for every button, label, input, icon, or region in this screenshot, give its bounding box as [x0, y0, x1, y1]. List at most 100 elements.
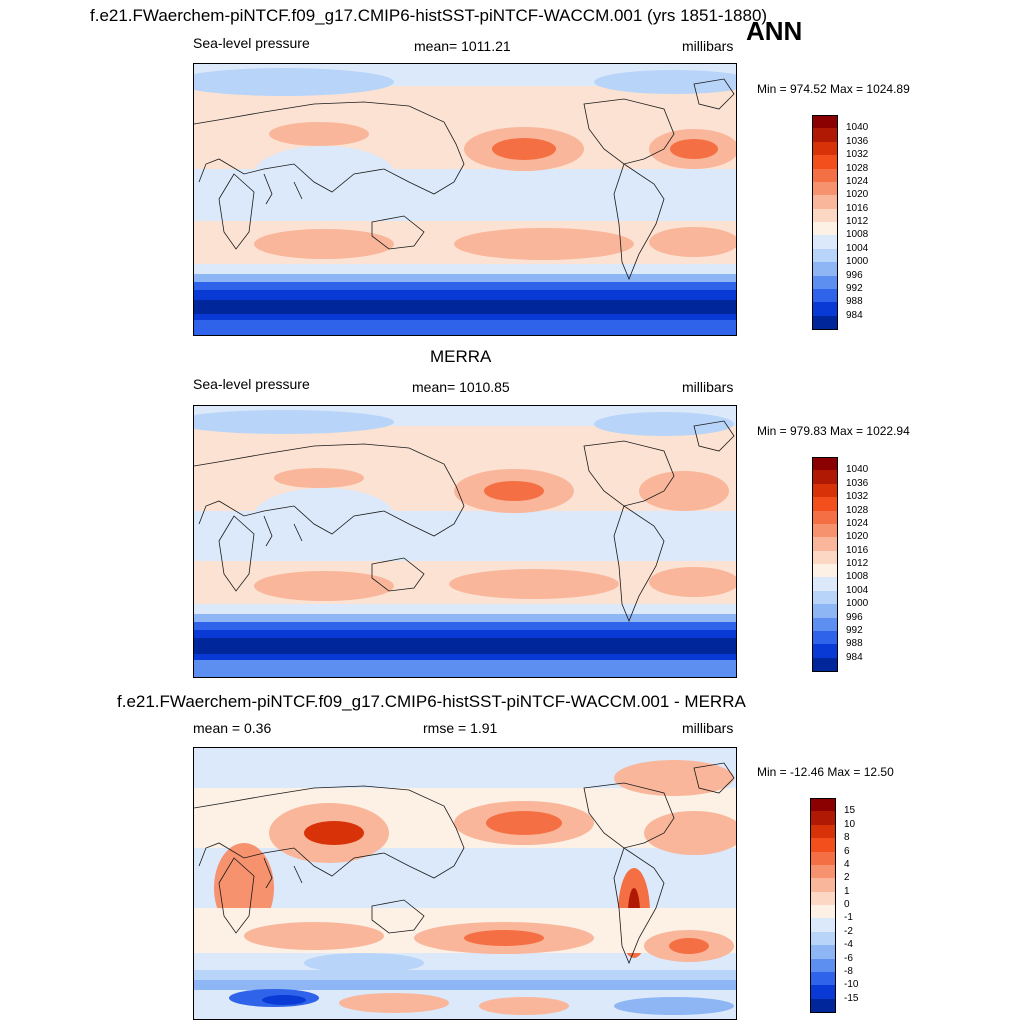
panel-2-mean-label: mean= 1010.85	[412, 379, 510, 395]
panel-2-contour-field	[194, 406, 736, 677]
colorbar-swatch	[812, 235, 838, 249]
colorbar-swatch	[812, 128, 838, 142]
colorbar-tick-label: 1016	[846, 202, 869, 214]
colorbar-swatch	[812, 604, 838, 618]
colorbar-swatch	[810, 891, 836, 905]
colorbar-swatch	[812, 657, 838, 672]
colorbar-tick-label: 1040	[846, 464, 869, 476]
colorbar-swatch	[812, 564, 838, 578]
colorbar-tick-label: 2	[844, 872, 850, 884]
main-title: f.e21.FWaerchem-piNTCF.f09_g17.CMIP6-his…	[90, 6, 768, 25]
colorbar-swatch	[810, 985, 836, 999]
colorbar-tick-label: 992	[846, 624, 863, 636]
colorbar-swatch	[812, 115, 838, 130]
colorbar-tick-label: 1028	[846, 162, 869, 174]
colorbar-tick-label: 1032	[846, 149, 869, 161]
colorbar-swatch	[812, 470, 838, 484]
colorbar-swatch	[812, 457, 838, 472]
colorbar-tick-label: 1012	[846, 558, 869, 569]
colorbar-swatch	[812, 315, 838, 330]
season-label: ANN	[746, 16, 803, 46]
panel-2-map	[193, 405, 737, 678]
colorbar-swatch	[810, 931, 836, 946]
colorbar-tick-label: 1036	[846, 135, 869, 147]
colorbar-tick-label: 6	[844, 845, 850, 857]
colorbar-swatch	[812, 510, 838, 524]
colorbar-tick-label: 1008	[846, 571, 869, 583]
panel-2-minmax: Min = 979.83 Max = 1022.94	[757, 424, 910, 438]
colorbar-swatch	[812, 141, 838, 156]
colorbar-tick-label: 992	[846, 282, 863, 294]
colorbar-swatch	[812, 617, 838, 631]
colorbar-swatch	[812, 275, 838, 289]
colorbar-tick-label: 1032	[846, 491, 869, 503]
colorbar-tick-label: 1000	[846, 256, 869, 268]
colorbar-swatch	[810, 998, 836, 1013]
panel-3-rmse-label: rmse = 1.91	[423, 720, 498, 736]
colorbar-swatch	[810, 851, 836, 865]
colorbar-swatch	[812, 248, 838, 263]
panel-3-mean-label: mean = 0.36	[193, 720, 272, 736]
panel-2-colorbar: 1040 1036 1032 1028 1024 1020 1016 1012 1008 1004…	[812, 457, 892, 672]
colorbar-swatch	[810, 918, 836, 932]
colorbar-tick-label: 1020	[846, 189, 869, 201]
panel-1-units-label: millibars	[682, 38, 734, 54]
colorbar-tick-label: -1	[844, 912, 853, 924]
panel-3-contour-field	[194, 748, 736, 1019]
colorbar-tick-label: 996	[846, 269, 863, 281]
colorbar-tick-label: 0	[844, 899, 850, 910]
colorbar-swatch	[812, 288, 838, 303]
colorbar-swatch	[812, 630, 838, 645]
colorbar-tick-label: 984	[846, 309, 863, 321]
panel-2-units-label: millibars	[682, 379, 734, 395]
colorbar-tick-label: 1036	[846, 477, 869, 489]
colorbar-tick-label: 1004	[846, 584, 869, 596]
colorbar-swatch	[810, 838, 836, 852]
colorbar-tick-label: 10	[844, 818, 856, 830]
panel-3-title: f.e21.FWaerchem-piNTCF.f09_g17.CMIP6-his…	[117, 692, 746, 711]
colorbar-tick-label: -2	[844, 925, 853, 937]
panel-1-map	[193, 63, 737, 336]
colorbar-swatch	[812, 523, 838, 538]
colorbar-tick-label: 1024	[846, 517, 869, 529]
colorbar-swatch	[812, 302, 838, 316]
colorbar-tick-label: 1012	[846, 216, 869, 227]
panel-3-minmax: Min = -12.46 Max = 12.50	[757, 765, 894, 779]
colorbar-swatch	[810, 971, 836, 986]
colorbar-tick-label: 984	[846, 651, 863, 663]
colorbar-tick-label: -10	[844, 979, 859, 991]
panel-1-mean-label: mean= 1011.21	[414, 38, 511, 54]
colorbar-swatch	[810, 864, 836, 879]
colorbar-swatch	[812, 577, 838, 591]
colorbar-tick-label: 1004	[846, 242, 869, 254]
colorbar-tick-label: 996	[846, 611, 863, 623]
colorbar-swatch	[812, 222, 838, 236]
colorbar-swatch	[810, 905, 836, 919]
colorbar-tick-label: 4	[844, 858, 850, 870]
panel-3-map	[193, 747, 737, 1020]
colorbar-tick-label: 988	[846, 638, 863, 650]
panel-1-colorbar: 1040 1036 1032 1028 1024 1020 1016 1012 1008 1004…	[812, 115, 892, 330]
colorbar-tick-label: -6	[844, 952, 853, 964]
colorbar-tick-label: 1028	[846, 504, 869, 516]
panel-3-colorbar: 15 10 8 6 4 2 1 0 -1 -2 -4 -6 -8 -10 -15	[810, 798, 890, 1013]
colorbar-tick-label: 1	[844, 885, 850, 897]
colorbar-swatch	[810, 958, 836, 972]
panel-2-variable-label: Sea-level pressure	[193, 376, 310, 392]
colorbar-swatch	[812, 168, 838, 182]
colorbar-tick-label: -8	[844, 965, 853, 977]
colorbar-tick-label: 1024	[846, 175, 869, 187]
colorbar-tick-label: 1008	[846, 229, 869, 241]
colorbar-swatch	[812, 590, 838, 605]
colorbar-swatch	[812, 644, 838, 658]
colorbar-tick-label: 988	[846, 296, 863, 308]
colorbar-swatch	[812, 550, 838, 564]
panel-1-minmax: Min = 974.52 Max = 1024.89	[757, 82, 910, 96]
colorbar-tick-label: 8	[844, 832, 850, 844]
colorbar-tick-label: 1020	[846, 531, 869, 543]
colorbar-tick-label: 15	[844, 805, 856, 817]
colorbar-swatch	[810, 811, 836, 825]
panel-1-variable-label: Sea-level pressure	[193, 35, 310, 51]
colorbar-swatch	[812, 208, 838, 222]
colorbar-tick-label: 1040	[846, 122, 869, 134]
